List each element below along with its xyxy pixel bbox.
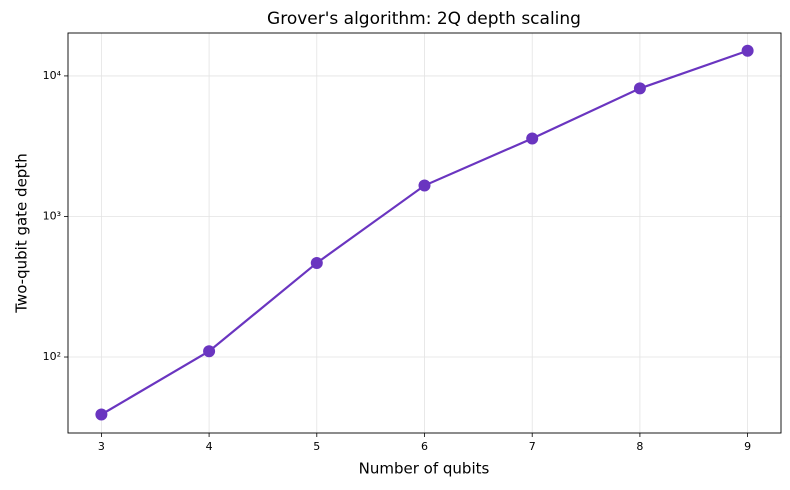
x-tick-label: 9 bbox=[744, 440, 751, 453]
x-tick-label: 3 bbox=[98, 440, 105, 453]
y-tick-label: 10⁴ bbox=[43, 69, 62, 82]
chart-title: Grover's algorithm: 2Q depth scaling bbox=[267, 9, 581, 29]
x-tick-label: 8 bbox=[636, 440, 643, 453]
marker bbox=[526, 132, 539, 145]
x-axis-label: Number of qubits bbox=[359, 460, 490, 478]
marker bbox=[633, 82, 646, 95]
marker bbox=[418, 179, 431, 192]
x-tick-label: 4 bbox=[206, 440, 213, 453]
marker bbox=[203, 345, 216, 358]
marker bbox=[95, 408, 108, 421]
y-tick-label: 10² bbox=[43, 350, 61, 363]
x-tick-label: 5 bbox=[313, 440, 320, 453]
x-tick-label: 6 bbox=[421, 440, 428, 453]
y-axis-label: Two-qubit gate depth bbox=[13, 153, 31, 313]
x-tick-label: 7 bbox=[529, 440, 536, 453]
y-tick-label: 10³ bbox=[43, 209, 61, 222]
marker bbox=[310, 256, 323, 269]
marker bbox=[741, 44, 754, 57]
plot-frame bbox=[67, 32, 782, 434]
